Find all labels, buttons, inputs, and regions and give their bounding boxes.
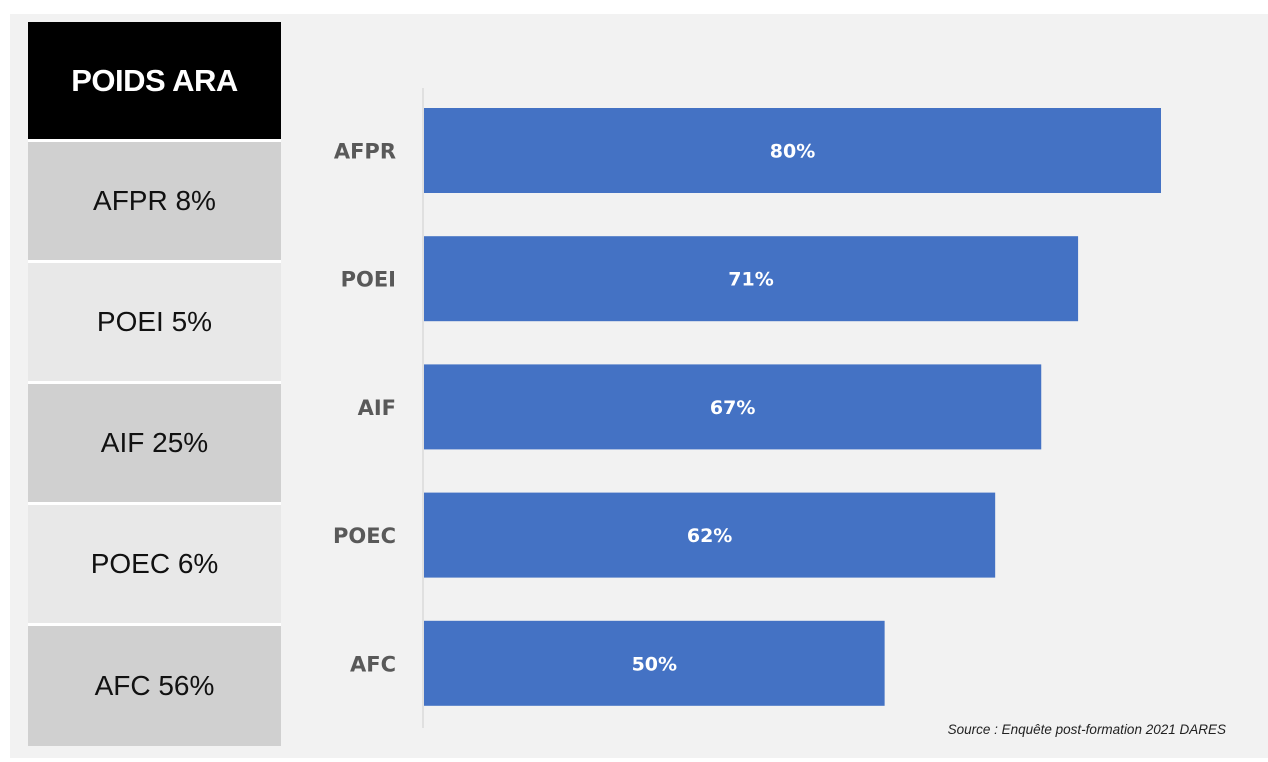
bar-poec xyxy=(424,492,996,578)
category-label: AIF xyxy=(358,396,396,420)
weight-table-row: POEC 6% xyxy=(28,505,281,626)
category-label: POEC xyxy=(333,524,396,548)
weight-table-row: AFPR 8% xyxy=(28,142,281,263)
data-label: 71% xyxy=(728,269,773,291)
bar-afpr xyxy=(424,108,1161,193)
bar-poei xyxy=(424,236,1079,322)
bar-afc xyxy=(424,620,885,706)
weight-table: POIDS ARA AFPR 8% POEI 5% AIF 25% POEC 6… xyxy=(28,22,281,749)
data-label: 67% xyxy=(710,397,755,419)
data-label: 80% xyxy=(770,141,815,163)
category-label: AFC xyxy=(350,652,396,676)
data-label: 50% xyxy=(632,653,677,675)
weight-table-header: POIDS ARA xyxy=(28,22,281,142)
source-note: Source : Enquête post-formation 2021 DAR… xyxy=(947,722,1226,737)
weight-table-row: AIF 25% xyxy=(28,384,281,505)
data-label: 62% xyxy=(687,525,732,547)
category-label: AFPR xyxy=(334,140,396,164)
category-label: POEI xyxy=(341,268,396,292)
weight-table-row: AFC 56% xyxy=(28,626,281,746)
weight-table-row: POEI 5% xyxy=(28,263,281,384)
bar-aif xyxy=(424,364,1042,450)
